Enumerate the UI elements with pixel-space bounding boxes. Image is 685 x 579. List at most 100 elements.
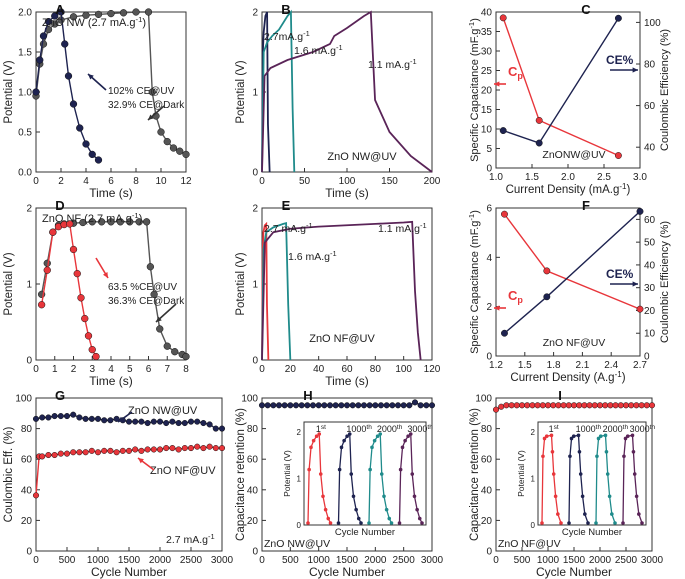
y-tick-label: 35 bbox=[481, 27, 493, 38]
y2-tick-label: 60 bbox=[644, 215, 656, 226]
panel-letter: H bbox=[303, 388, 312, 403]
rate-main: 1.6 mA.g bbox=[288, 251, 330, 263]
data-point bbox=[499, 14, 507, 22]
rate-main: 2.7mA.g bbox=[264, 31, 303, 43]
data-point bbox=[113, 449, 120, 456]
y-tick-label: 40 bbox=[481, 485, 493, 496]
data-point bbox=[535, 139, 543, 147]
annotation: 102% CE@UV bbox=[108, 86, 175, 97]
data-point bbox=[125, 447, 133, 454]
y-tick-label: 4 bbox=[486, 253, 492, 264]
x-tick-label: 4 bbox=[83, 176, 89, 187]
x-tick-label: 0 bbox=[33, 176, 39, 187]
data-point bbox=[94, 156, 103, 164]
y-tick-label: 60 bbox=[481, 455, 493, 466]
label-end: ) bbox=[627, 184, 631, 196]
inset-cycle-point bbox=[400, 445, 405, 450]
data-point bbox=[550, 402, 557, 409]
arrow-head bbox=[632, 281, 638, 287]
inset-cycle-point bbox=[580, 494, 585, 499]
legend-cp: Cp bbox=[508, 64, 523, 81]
inset-cycle-point bbox=[345, 434, 349, 439]
y-tick-label: 40 bbox=[21, 485, 33, 496]
panel-g: 0 500 1000 1500 2000 2500 3000 0 20 40 60 80 100 Cycl… bbox=[3, 394, 234, 579]
x-tick-label: 0 bbox=[259, 555, 265, 566]
x-tick-label: 1 bbox=[52, 364, 58, 375]
data-point bbox=[643, 402, 650, 409]
arrow-head bbox=[494, 81, 500, 87]
x-tick-label: 7 bbox=[164, 364, 170, 375]
rate-label: 1.6 mA.g-1 bbox=[294, 43, 343, 57]
data-point bbox=[200, 419, 207, 427]
panel-h: 0 500 1000 1500 2000 2500 3000020406080100Cycl… bbox=[235, 394, 444, 579]
inset-y-axis-label: Potential (V) bbox=[282, 450, 292, 497]
x-tick-label: 1500 bbox=[118, 555, 141, 566]
data-point bbox=[32, 492, 40, 499]
data-point bbox=[107, 9, 115, 18]
inset-cycle-point bbox=[550, 450, 555, 454]
data-point bbox=[212, 425, 219, 432]
x-tick-label: 1000 bbox=[308, 555, 331, 566]
inset-cycle-point bbox=[351, 494, 356, 499]
data-point bbox=[400, 402, 407, 409]
data-point bbox=[88, 345, 96, 354]
y-axis-label: Specific Capacitance (mF.g-1) bbox=[467, 18, 481, 162]
inset-cycle-point bbox=[367, 521, 371, 525]
data-point bbox=[212, 445, 219, 452]
y-tick-label: 20 bbox=[21, 516, 33, 527]
data-point bbox=[45, 414, 52, 421]
x-tick-label: 3000 bbox=[421, 555, 444, 566]
y-axis-label: Potential (V) bbox=[235, 60, 247, 123]
inset-cycle-point bbox=[326, 516, 331, 521]
inset-cycle-point bbox=[389, 521, 394, 525]
rate-label: 1.1 mA.g-1 bbox=[368, 57, 417, 71]
y-tick-label: 40 bbox=[481, 8, 493, 19]
inset-cycle-point bbox=[349, 472, 354, 476]
inset-cycle-point bbox=[556, 512, 560, 516]
x-tick-label: 200 bbox=[424, 176, 441, 187]
legend-cp-main: C bbox=[508, 288, 518, 303]
panel-letter: D bbox=[55, 198, 64, 213]
data-point bbox=[142, 218, 151, 226]
inset-cycle-point bbox=[354, 507, 358, 512]
data-point bbox=[513, 402, 520, 409]
y-tick-label: 1.0 bbox=[18, 88, 32, 99]
data-point bbox=[146, 263, 155, 271]
x-tick-label: 2000 bbox=[149, 555, 172, 566]
inset-cycle-point bbox=[559, 521, 563, 525]
data-point bbox=[51, 20, 59, 28]
rate-main: 1.1 mA.g bbox=[378, 223, 420, 235]
data-point bbox=[88, 150, 96, 159]
series-line bbox=[502, 17, 619, 157]
rate-sup: -1 bbox=[336, 43, 343, 52]
data-point bbox=[169, 418, 176, 425]
series-line bbox=[261, 9, 296, 173]
data-point bbox=[82, 415, 89, 422]
label-main: Specific Capacitance (mF.g bbox=[469, 221, 481, 354]
data-point bbox=[76, 124, 84, 132]
data-point bbox=[150, 418, 157, 425]
inset-cycle-point bbox=[569, 436, 574, 441]
data-point bbox=[94, 449, 102, 456]
data-point bbox=[535, 116, 543, 124]
data-point bbox=[355, 402, 362, 409]
data-point bbox=[555, 402, 562, 409]
y2-tick-label: 10 bbox=[644, 329, 656, 340]
data-point bbox=[607, 402, 614, 409]
data-point bbox=[377, 402, 385, 409]
data-point bbox=[156, 418, 164, 425]
data-point bbox=[116, 218, 125, 226]
panel-letter: B bbox=[281, 2, 290, 17]
data-point bbox=[88, 218, 96, 226]
x-axis-label: Time (s) bbox=[325, 374, 369, 388]
y-tick-label: 100 bbox=[15, 394, 32, 405]
y-tick-label: 100 bbox=[241, 394, 258, 405]
x-tick-label: 5 bbox=[127, 364, 133, 375]
data-point bbox=[628, 402, 635, 409]
y-tick-label: 0 bbox=[26, 356, 32, 367]
data-point bbox=[125, 418, 133, 425]
x-tick-label: 0 bbox=[33, 555, 39, 566]
data-point bbox=[36, 56, 44, 64]
data-point bbox=[372, 402, 379, 409]
